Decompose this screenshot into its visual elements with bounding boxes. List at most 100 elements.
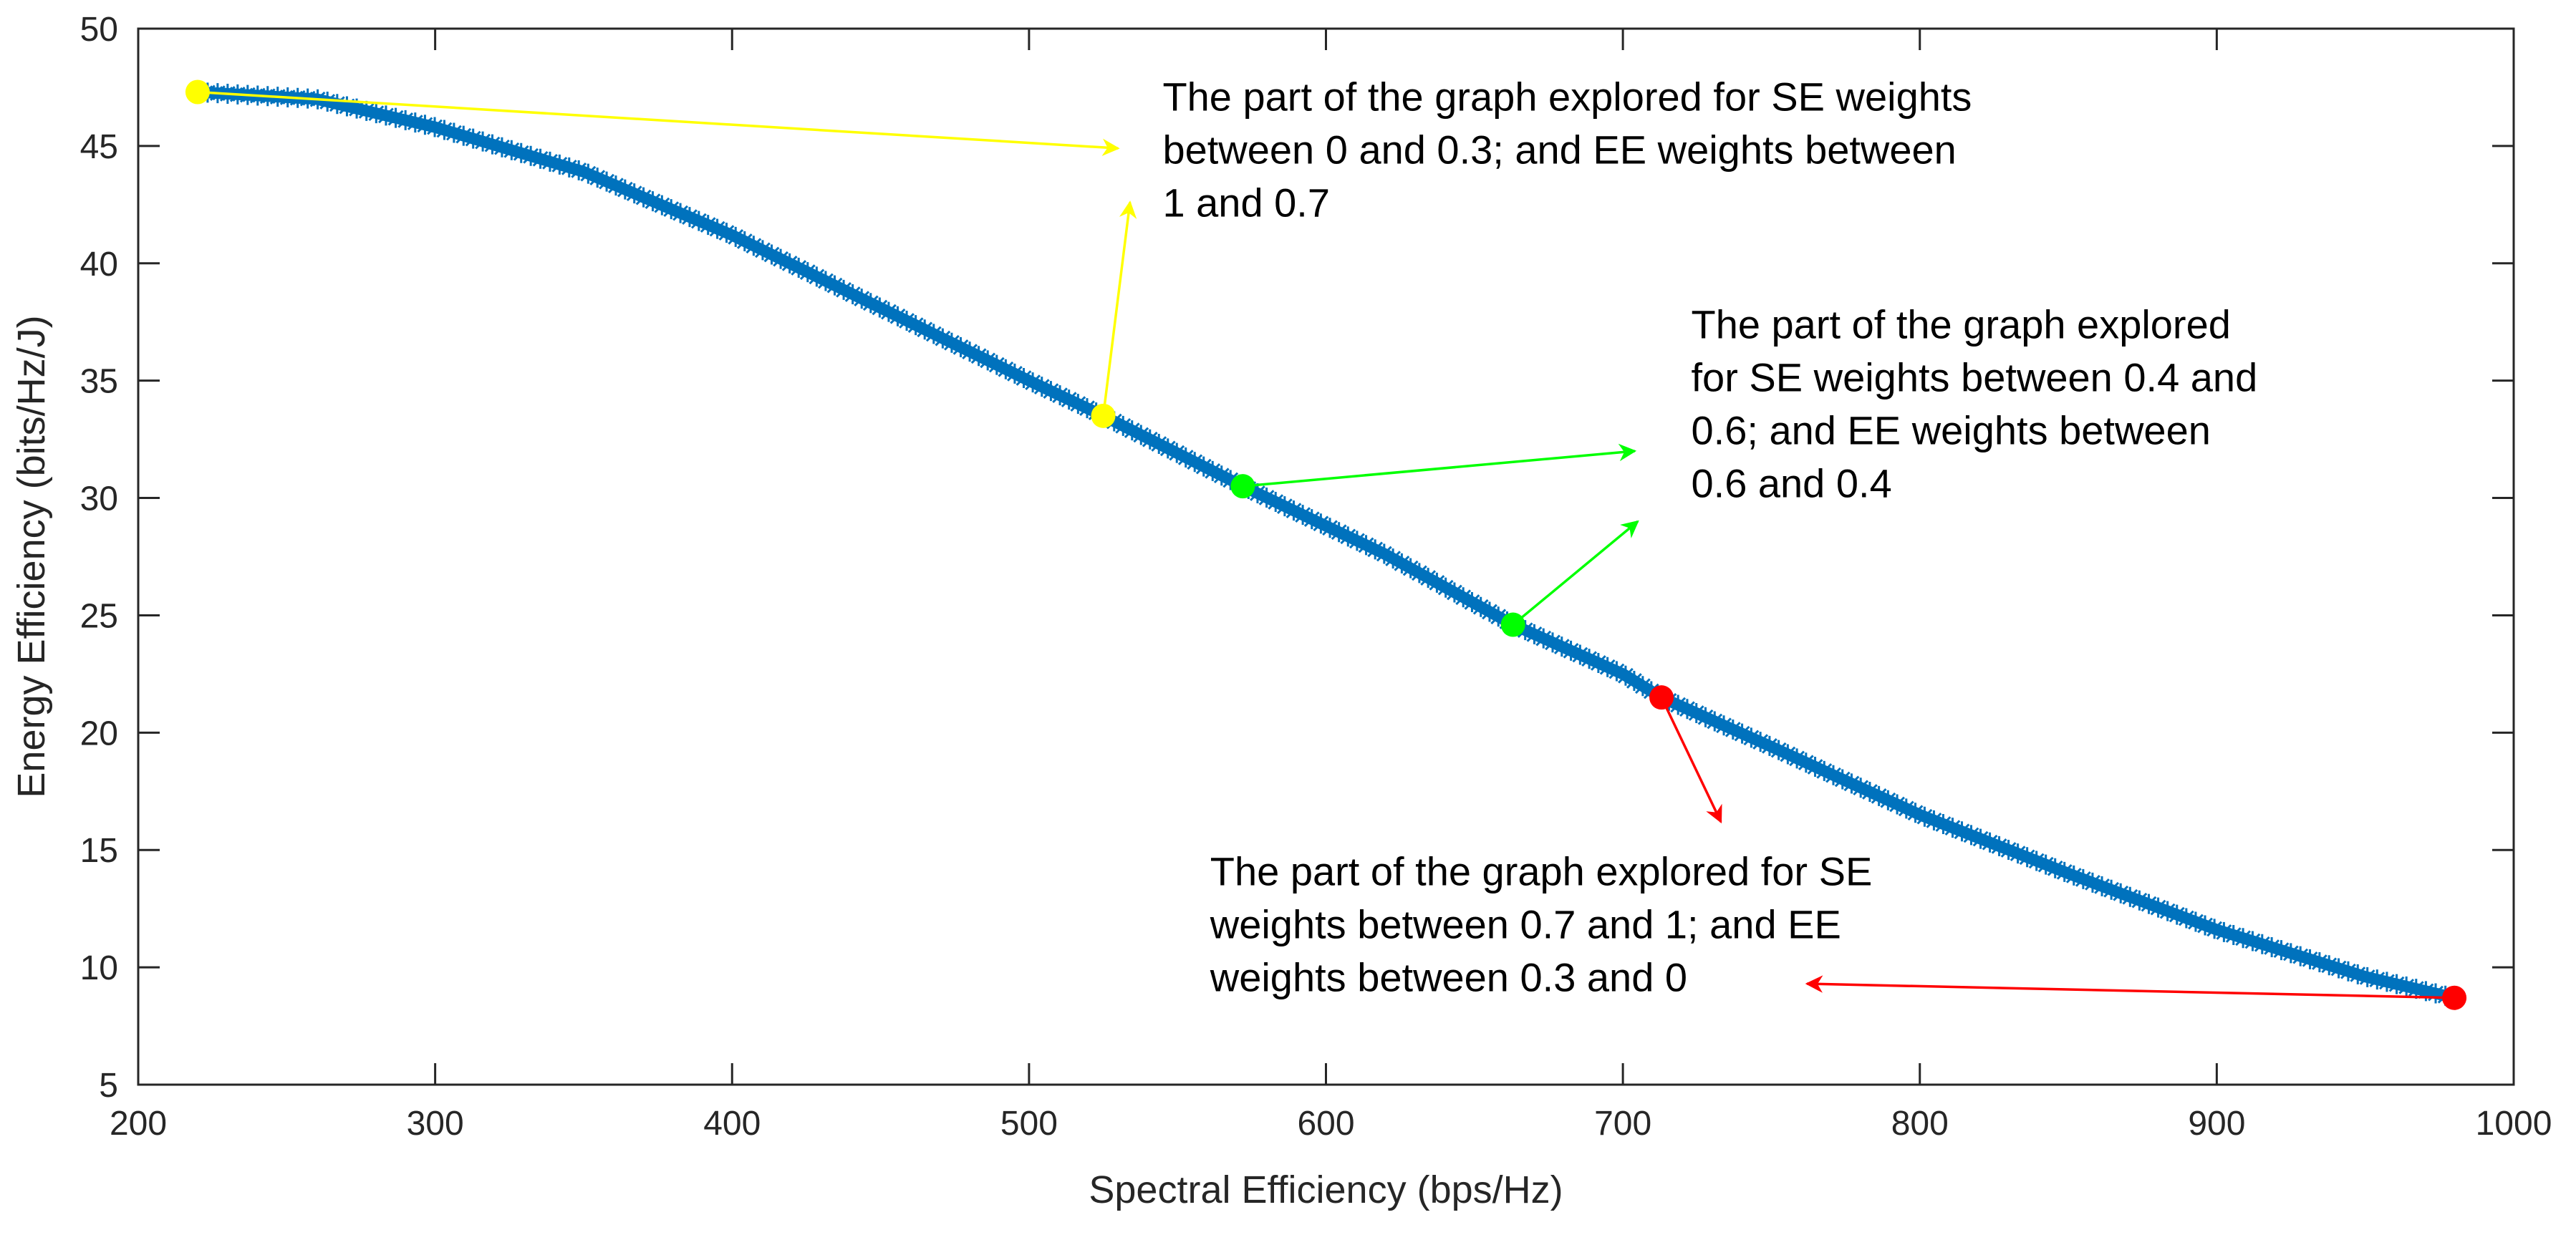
series-marker [1759, 735, 1780, 756]
series-marker [539, 151, 560, 172]
series-marker [1167, 442, 1187, 463]
series-marker [2386, 974, 2407, 994]
red-arrow-2 [1805, 975, 2455, 999]
series-marker [1942, 818, 1963, 838]
series-marker [375, 105, 396, 126]
series-marker [779, 253, 800, 273]
series-marker [1686, 703, 1707, 724]
series-marker [1265, 492, 1286, 513]
series-marker [670, 203, 691, 223]
series-marker [633, 187, 654, 208]
series-marker [1722, 719, 1743, 740]
series-marker [2338, 961, 2358, 982]
series-marker [2138, 893, 2159, 914]
series-marker [1041, 381, 1061, 402]
series-marker [549, 154, 570, 175]
series-marker [1346, 531, 1367, 551]
series-marker [1533, 628, 1554, 649]
series-marker [1795, 752, 1816, 773]
series-marker [1524, 624, 1545, 644]
series-marker [521, 145, 541, 166]
series-marker [2092, 876, 2113, 896]
series-marker [834, 279, 854, 300]
series-marker [1970, 828, 1991, 849]
series-marker [923, 324, 944, 344]
series-marker [950, 336, 971, 357]
series-marker [1338, 526, 1359, 547]
series-marker [1470, 596, 1491, 617]
series-marker [473, 131, 493, 152]
y-tick-label: 25 [80, 597, 118, 635]
annotation-layer: The part of the graph explored for SE we… [1162, 74, 2257, 1000]
series-marker [463, 128, 483, 149]
annotation-red-line: The part of the graph explored for SE [1210, 848, 1873, 893]
series-marker [806, 266, 827, 287]
series-marker [2007, 843, 2028, 864]
label-layer: 200 300 400 500 600 700 800 900 1000 5 10 15 20 25 30 3… [10, 11, 2552, 1211]
series-marker [2262, 936, 2282, 957]
series-marker [815, 271, 836, 291]
series-marker [1832, 769, 1853, 790]
annotation-yellow-line: The part of the graph explored for SE we… [1162, 74, 1972, 120]
series-marker [1905, 803, 1926, 823]
series-marker [559, 157, 579, 178]
series-marker [2054, 861, 2075, 882]
series-marker [1668, 694, 1689, 715]
series-marker [788, 258, 809, 279]
series-marker [897, 310, 917, 331]
series-marker [453, 125, 474, 146]
series-marker [443, 122, 464, 143]
series-marker [1453, 587, 1474, 608]
series-marker [869, 297, 890, 318]
series-marker [1933, 813, 1954, 834]
annotation-green-line: The part of the graph explored [1691, 302, 2230, 347]
series-marker [1859, 782, 1880, 803]
series-marker [1409, 563, 1429, 583]
series-marker [2035, 854, 2056, 875]
x-tick-label: 700 [1594, 1105, 1651, 1143]
series-marker [482, 134, 503, 155]
series-marker [1247, 483, 1268, 503]
series-marker [614, 179, 635, 200]
series-marker [2367, 969, 2388, 990]
series-marker [1750, 732, 1771, 752]
series-marker [1139, 429, 1160, 450]
series-marker [317, 91, 338, 112]
series-marker [578, 163, 599, 184]
series-marker [2396, 976, 2417, 997]
series-marker [1202, 460, 1223, 481]
series-marker [1878, 790, 1899, 810]
series-marker [1741, 727, 1762, 748]
series-marker [1704, 711, 1725, 732]
series-marker [986, 354, 1007, 375]
annotation-yellow-line: 1 and 0.7 [1162, 180, 1330, 226]
x-tick-label: 400 [703, 1105, 761, 1143]
series-marker [511, 142, 531, 163]
series-marker [968, 346, 989, 367]
series-marker [1418, 568, 1439, 589]
series-marker [1328, 522, 1349, 543]
series-marker [1175, 447, 1196, 468]
series-marker [2148, 897, 2169, 918]
series-marker [679, 207, 700, 228]
series-marker [978, 350, 998, 371]
series-marker [1851, 778, 1871, 798]
series-marker [1391, 553, 1412, 573]
highlight-point-yellow-end [1091, 403, 1116, 428]
series-marker [1488, 606, 1509, 627]
annotation-green-line: for SE weights between 0.4 and [1691, 355, 2257, 400]
series-marker [1551, 636, 1572, 657]
series-marker [2348, 964, 2368, 984]
series-marker [771, 248, 791, 269]
series-marker [1896, 798, 1916, 819]
highlight-point-yellow-start [185, 79, 210, 105]
series-marker [2357, 967, 2378, 987]
series-marker [597, 171, 617, 192]
series-marker [842, 284, 863, 304]
series-marker [1787, 748, 1808, 769]
series-marker [797, 262, 818, 283]
series-marker [1023, 372, 1043, 393]
series-marker [1149, 434, 1169, 455]
red-arrow-1 [1660, 697, 1722, 824]
series-marker [1031, 377, 1052, 397]
